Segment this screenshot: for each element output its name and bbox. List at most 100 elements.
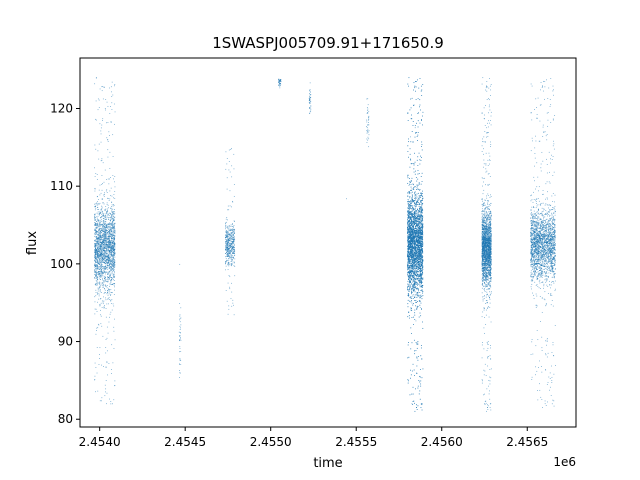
data-point [108, 235, 109, 237]
data-point [106, 216, 108, 218]
data-point [232, 251, 234, 253]
data-point [114, 223, 116, 225]
data-point [107, 277, 109, 279]
data-point [113, 220, 115, 221]
data-point [100, 224, 102, 225]
data-point [113, 236, 115, 238]
data-point [101, 272, 103, 274]
data-point [110, 250, 112, 251]
data-point [99, 304, 101, 306]
data-point [111, 269, 112, 271]
data-point [111, 230, 112, 232]
data-point [112, 94, 114, 96]
data-point [102, 231, 104, 232]
data-point [105, 279, 107, 280]
data-point [94, 272, 96, 274]
data-point [105, 237, 107, 239]
data-point [229, 248, 230, 250]
data-point [107, 238, 109, 240]
data-point [97, 242, 98, 244]
data-point [98, 298, 100, 300]
data-point [114, 235, 116, 237]
data-point [105, 213, 107, 215]
data-point [228, 263, 230, 265]
data-point [106, 242, 108, 243]
data-point [107, 273, 108, 275]
data-point [179, 372, 181, 374]
data-point [98, 273, 99, 274]
data-point [113, 257, 114, 259]
data-point [105, 238, 107, 240]
data-point [107, 210, 109, 212]
data-point [110, 217, 112, 219]
data-point [105, 352, 107, 354]
data-point [97, 254, 98, 256]
data-point [228, 240, 230, 242]
data-point [110, 219, 112, 221]
data-point [98, 143, 100, 145]
data-point [94, 214, 95, 216]
data-point [94, 260, 95, 261]
data-point [106, 211, 107, 213]
data-point [109, 239, 111, 241]
data-point [100, 266, 101, 268]
data-point [104, 234, 106, 236]
data-point [105, 255, 107, 257]
data-point [232, 242, 233, 244]
data-point [107, 266, 109, 268]
data-point [109, 237, 111, 239]
data-point [109, 242, 111, 244]
data-point [97, 326, 99, 328]
data-point [114, 123, 115, 125]
data-point [99, 251, 101, 253]
data-point [100, 264, 102, 265]
data-point [112, 265, 114, 267]
data-point [234, 255, 235, 257]
data-point [105, 251, 107, 253]
data-point [346, 198, 347, 200]
data-point [114, 247, 116, 249]
data-point [101, 244, 103, 246]
data-point [230, 235, 232, 237]
data-point [113, 266, 115, 268]
data-point [231, 250, 233, 252]
data-point [95, 252, 97, 254]
data-point [104, 169, 106, 171]
data-point [104, 250, 106, 252]
data-point [110, 259, 112, 261]
data-point [179, 263, 181, 265]
data-point [113, 279, 114, 281]
data-point [98, 260, 100, 262]
data-point [101, 232, 103, 234]
data-point [106, 240, 108, 242]
data-point [104, 194, 105, 195]
data-point [96, 223, 98, 225]
data-point [106, 272, 108, 274]
data-point [103, 252, 104, 254]
data-point [94, 188, 96, 190]
data-point [113, 211, 115, 212]
data-point [94, 234, 96, 236]
data-point [233, 225, 235, 226]
data-point [107, 259, 109, 261]
data-point [102, 303, 104, 305]
data-point [97, 241, 99, 243]
data-point [108, 200, 110, 201]
data-point [232, 234, 234, 236]
data-point [226, 254, 228, 255]
data-point [108, 236, 110, 238]
data-point [233, 314, 235, 316]
data-point [95, 272, 97, 273]
data-point [103, 266, 105, 268]
data-point [180, 307, 182, 309]
data-point [105, 218, 107, 220]
data-point [107, 230, 108, 231]
data-point [110, 256, 112, 257]
data-point [106, 224, 108, 226]
data-point [96, 238, 98, 239]
data-point [367, 124, 369, 126]
data-point [114, 256, 116, 258]
data-point [94, 176, 96, 177]
data-point [232, 243, 234, 244]
data-point [229, 243, 231, 245]
